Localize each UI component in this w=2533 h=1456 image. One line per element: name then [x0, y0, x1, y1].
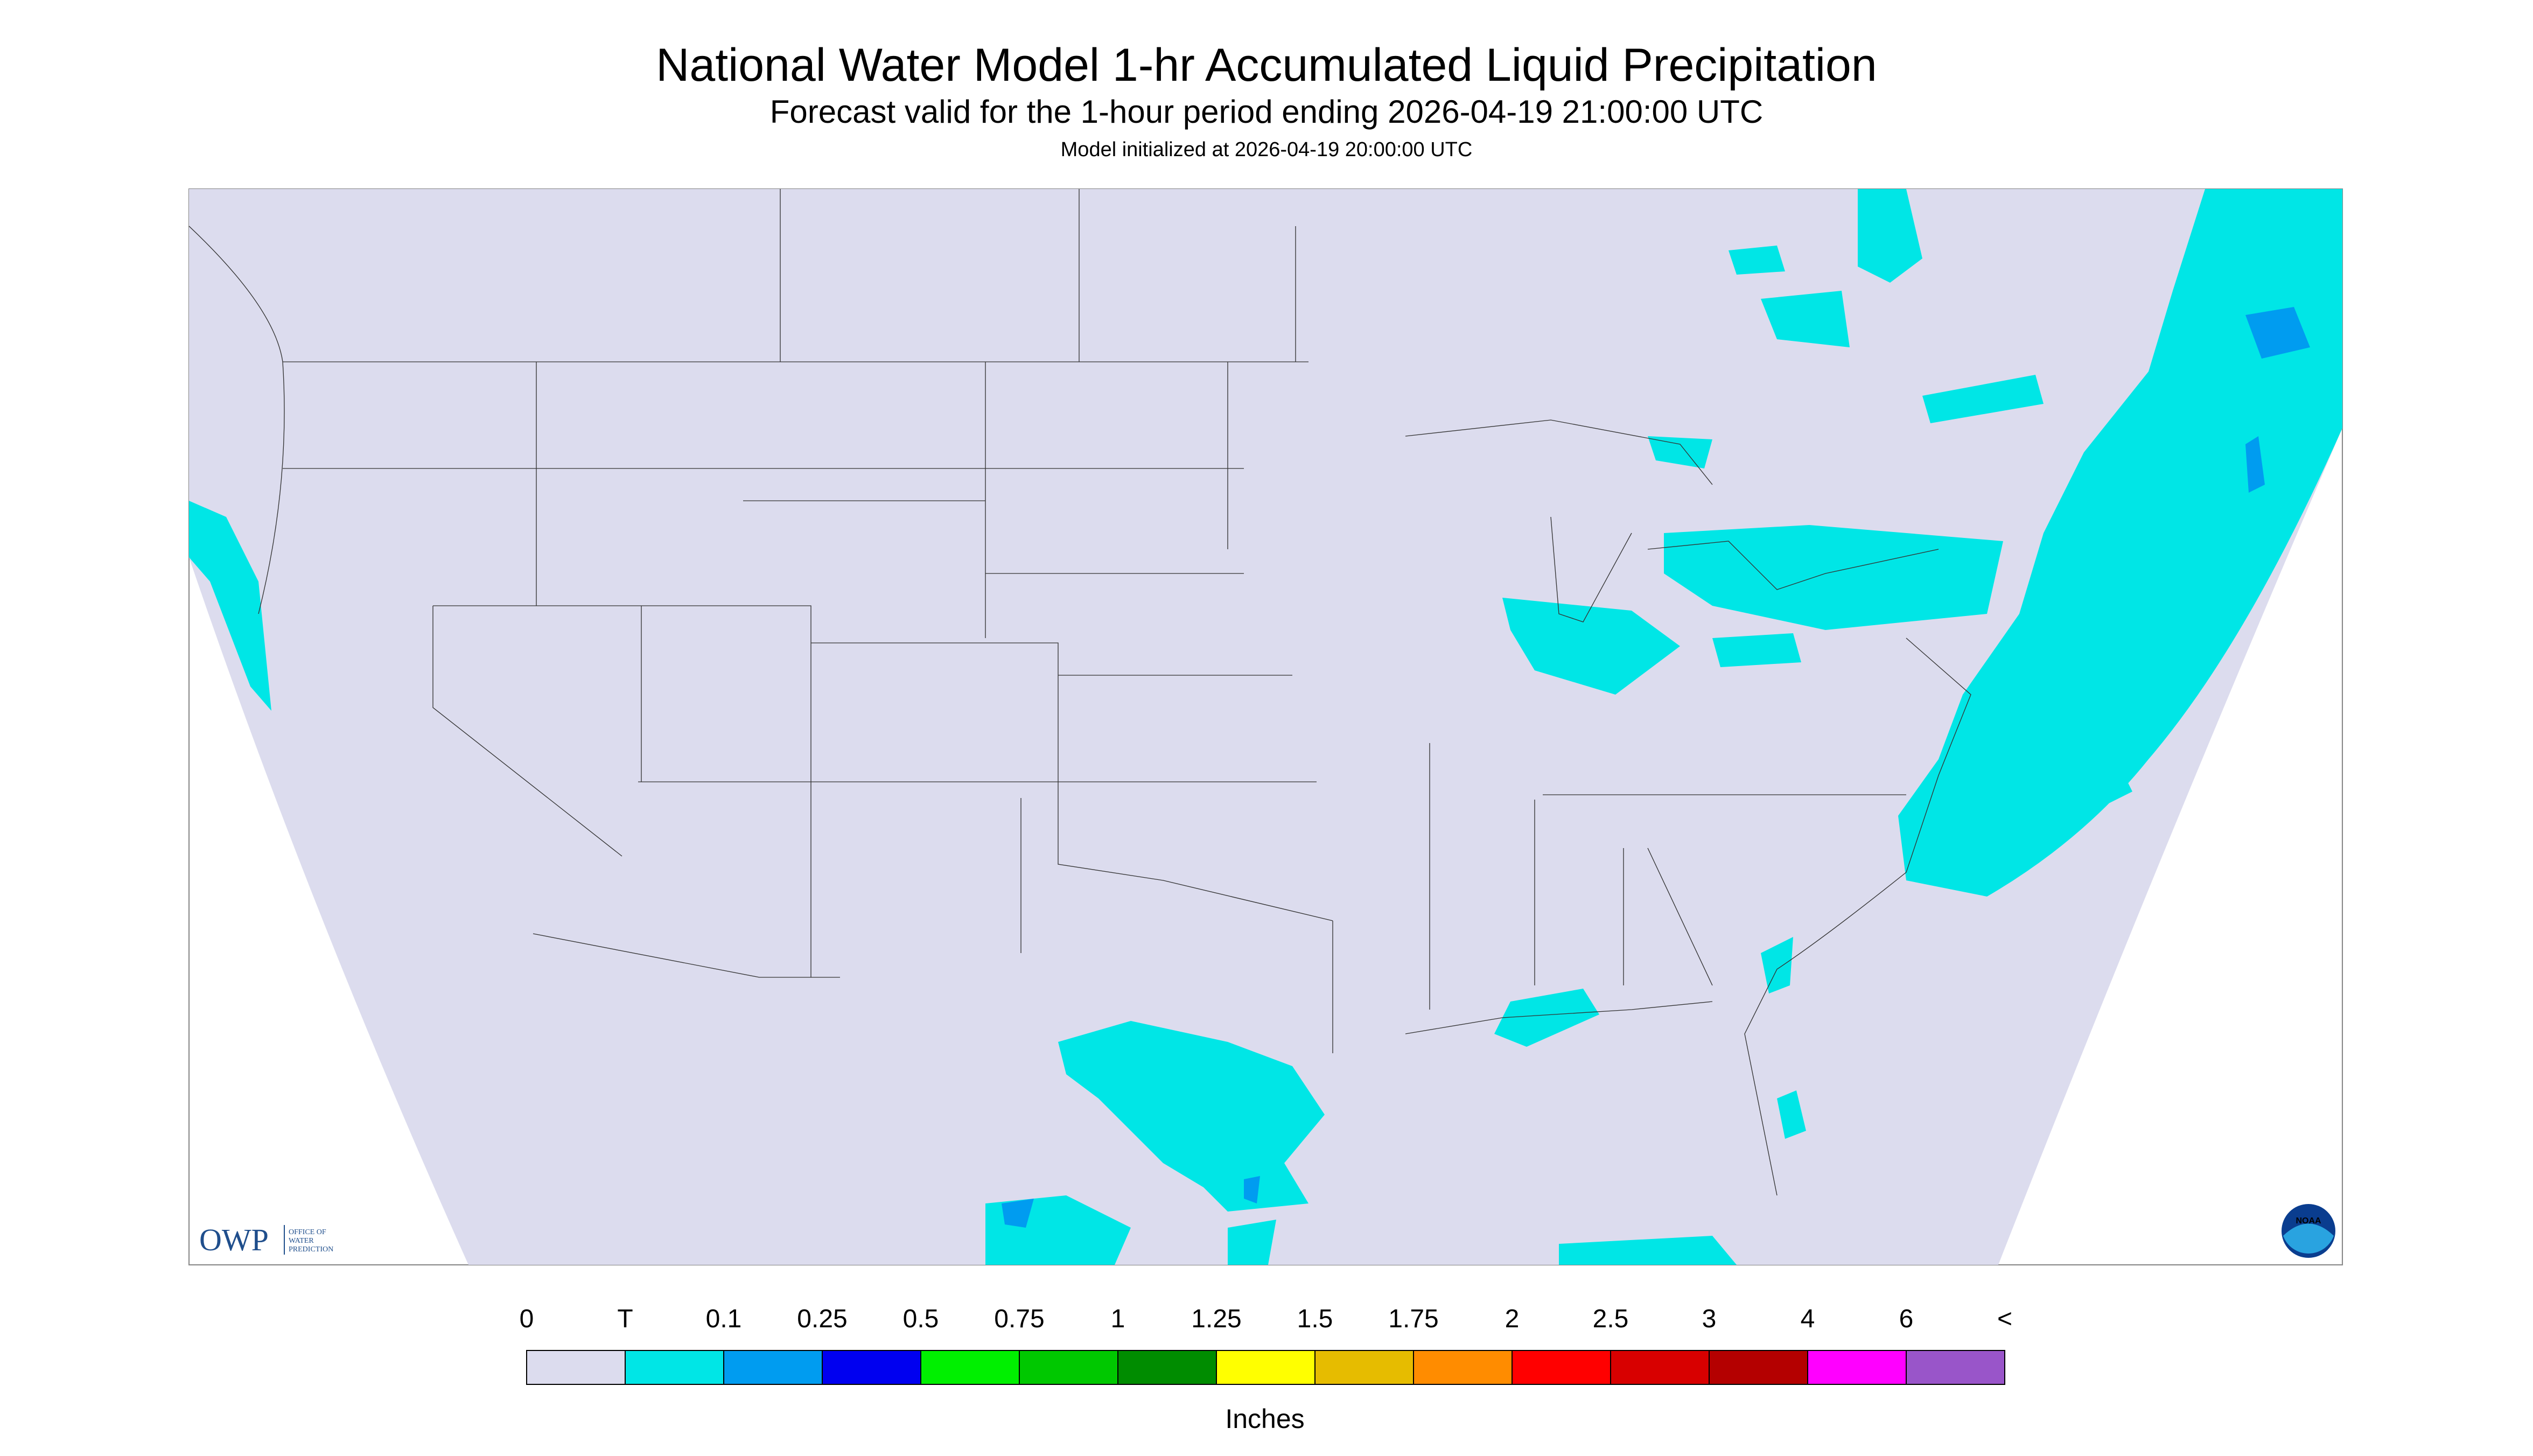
- legend-swatch: [920, 1350, 1020, 1385]
- subtitle: Forecast valid for the 1-hour period end…: [770, 94, 1763, 130]
- legend-label: 1.5: [1297, 1305, 1333, 1333]
- legend-swatch: [526, 1350, 626, 1385]
- legend-label: 2: [1505, 1305, 1520, 1333]
- title: National Water Model 1-hr Accumulated Li…: [656, 39, 1877, 91]
- legend-swatch: [822, 1350, 921, 1385]
- legend-label: 0.25: [797, 1305, 847, 1333]
- map: [188, 188, 2343, 1266]
- legend-label: 4: [1801, 1305, 1815, 1333]
- legend-label: 0.75: [994, 1305, 1044, 1333]
- legend-label: 0.5: [903, 1305, 939, 1333]
- legend: 0 T 0.1 0.25 0.5 0.75 1 1.25 1.5 1.75 2 2.5 3 4 6 <: [520, 1305, 2012, 1385]
- legend-unit: Inches: [1225, 1404, 1304, 1434]
- legend-swatch: [1019, 1350, 1118, 1385]
- legend-label: 2.5: [1593, 1305, 1629, 1333]
- noaa-logo-text: NOAA: [2296, 1216, 2321, 1226]
- legend-swatch: [1610, 1350, 1710, 1385]
- owp-logo-subtext: WATER: [289, 1237, 314, 1245]
- legend-swatch: [1807, 1350, 1907, 1385]
- projection-area: [189, 189, 2342, 1265]
- legend-swatch: [1906, 1350, 2005, 1385]
- legend-swatch: [1709, 1350, 1808, 1385]
- legend-label: T: [617, 1305, 633, 1333]
- owp-logo: OWP OFFICE OF WATER PREDICTION: [199, 1222, 333, 1257]
- owp-logo-subtext: PREDICTION: [289, 1245, 333, 1254]
- legend-label: 3: [1702, 1305, 1717, 1333]
- legend-label: 0.1: [706, 1305, 742, 1333]
- boundaries: [188, 189, 1971, 1196]
- precip-areas: [189, 189, 2342, 1265]
- owp-logo-subtext: OFFICE OF: [289, 1228, 326, 1236]
- legend-swatch: [625, 1350, 724, 1385]
- legend-label: <: [1997, 1305, 2012, 1333]
- legend-label: 1.75: [1388, 1305, 1438, 1333]
- legend-swatch: [1314, 1350, 1414, 1385]
- legend-swatch: [1512, 1350, 1611, 1385]
- legend-label: 6: [1899, 1305, 1914, 1333]
- legend-label: 1: [1111, 1305, 1125, 1333]
- noaa-logo: NOAA: [2282, 1204, 2335, 1258]
- legend-swatch: [1413, 1350, 1513, 1385]
- legend-swatch: [1117, 1350, 1217, 1385]
- init-note: Model initialized at 2026-04-19 20:00:00…: [1061, 138, 1473, 161]
- legend-swatch: [723, 1350, 823, 1385]
- owp-logo-text: OWP: [199, 1222, 269, 1257]
- legend-label: 0: [520, 1305, 534, 1333]
- legend-label: 1.25: [1191, 1305, 1241, 1333]
- legend-swatch: [1216, 1350, 1316, 1385]
